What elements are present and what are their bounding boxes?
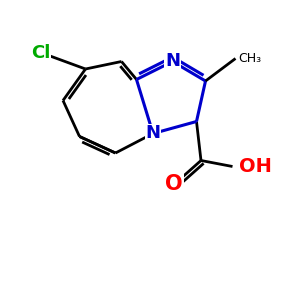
Text: Cl: Cl bbox=[31, 44, 50, 62]
Text: N: N bbox=[146, 124, 160, 142]
Text: CH₃: CH₃ bbox=[238, 52, 262, 65]
Text: N: N bbox=[165, 52, 180, 70]
Text: O: O bbox=[165, 175, 183, 194]
Text: OH: OH bbox=[238, 157, 272, 176]
